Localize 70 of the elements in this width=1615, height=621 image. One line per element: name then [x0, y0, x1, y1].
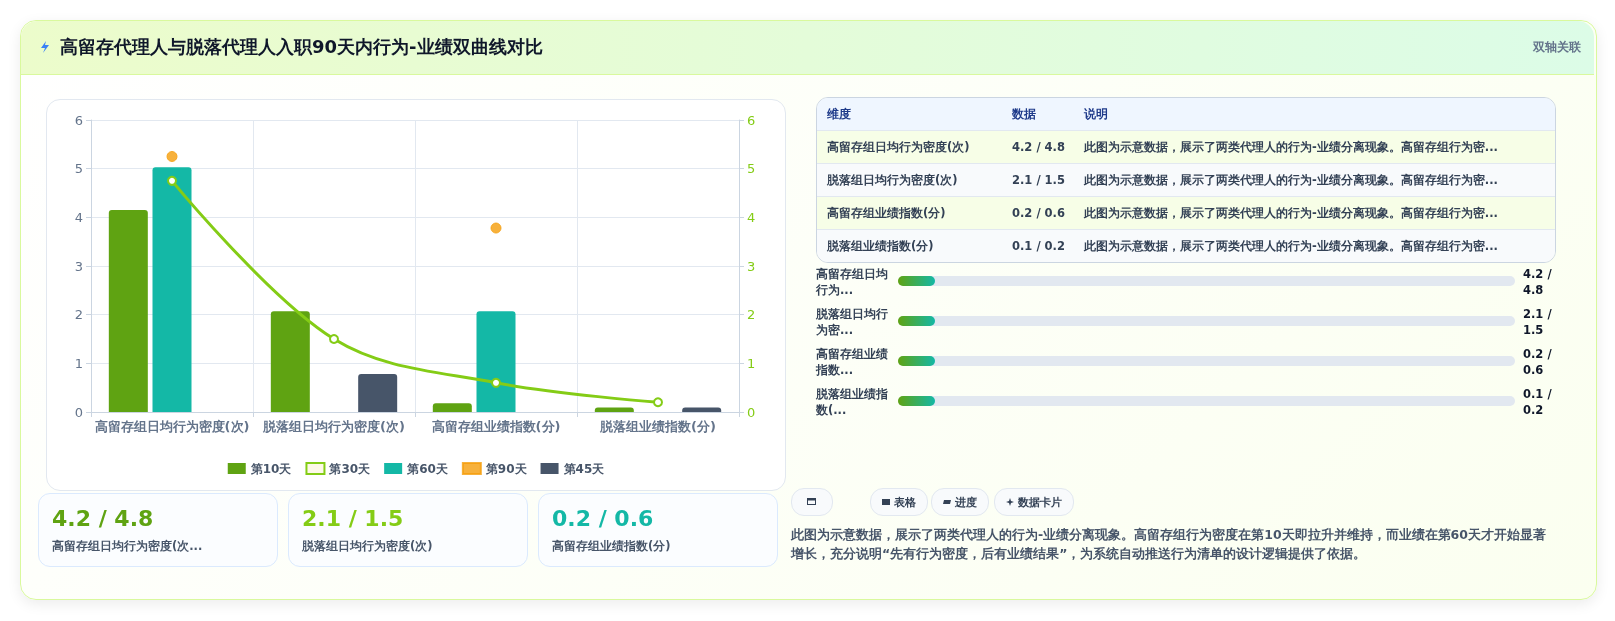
text: 2.1 / 1.5 [1012, 173, 1066, 187]
bar [152, 167, 192, 412]
y2-tick-label: 0 [747, 404, 756, 420]
legend-label: 第10天 [249, 461, 293, 476]
y2-tick-label: 2 [747, 307, 756, 323]
text: 此图为示意数据，展示了两类代理人的行为-业绩分离现象。高留存组行为密... [1084, 205, 1499, 221]
text: 脱落组日均行为密... [816, 306, 889, 338]
text: 高留存组日均行为密度(次... [52, 539, 203, 554]
bar [594, 407, 634, 412]
text: 高留存组日均行为密度(次) [826, 139, 971, 155]
text: 4.2 / 4.8 [52, 506, 154, 531]
y2-tick-label: 6 [747, 112, 756, 128]
point [167, 175, 177, 186]
bar [270, 311, 310, 412]
text: 2.1 / 1.5 [1523, 306, 1553, 338]
text: 进度 [955, 494, 977, 510]
text: 数据卡片 [1018, 494, 1062, 510]
y2-tick-label: 4 [747, 209, 756, 225]
legend-label: 第45天 [562, 461, 606, 476]
y2-tick-label: 3 [747, 258, 756, 274]
text: 数据 [1012, 106, 1037, 122]
text: 此图为示意数据，展示了两类代理人的行为-业绩分离现象。高留存组行为密... [1084, 172, 1499, 188]
legend-label: 第30天 [328, 461, 372, 476]
text: 维度 [826, 106, 852, 122]
text: 4.2 / 4.8 [1012, 140, 1066, 154]
text: 此图为示意数据，展示了两类代理人的行为-业绩分离现象。高留存组行为密度在第10天即拉升并维持，而业绩在第60天才开始显著增长，充分说明“先有行为密度，后有业绩结果”，为系统自动推送行为清单的设计逻辑提供了依据。 [791, 527, 1546, 561]
x-tick-label: 脱落组业绩指数(分) [599, 419, 716, 434]
y-tick-label: 1 [74, 355, 83, 371]
y-tick-label: 0 [74, 404, 83, 420]
y2-tick-label: 1 [747, 355, 756, 371]
text: 0.1 / 0.2 [1012, 239, 1066, 253]
text: 此图为示意数据，展示了两类代理人的行为-业绩分离现象。高留存组行为密... [1084, 139, 1499, 155]
point [491, 377, 501, 388]
y-tick-label: 5 [74, 161, 83, 177]
bar [476, 311, 516, 412]
text: 高留存组业绩指数(分) [552, 539, 671, 554]
bar [432, 403, 472, 412]
y2-tick-label: 5 [747, 161, 756, 177]
bar [682, 407, 722, 412]
x-tick-label: 高留存组日均行为密度(次) [94, 419, 250, 434]
text: 脱落组日均行为密度(次) [302, 539, 433, 554]
x-tick-label: 脱落组日均行为密度(次) [262, 419, 405, 434]
text: 高留存组业绩指数... [816, 346, 889, 378]
legend-label: 第60天 [406, 461, 449, 476]
text: 4.2 / 4.8 [1523, 266, 1553, 298]
text: 0.2 / 0.6 [552, 506, 654, 531]
bar [108, 210, 148, 412]
point [329, 334, 339, 344]
y-tick-label: 4 [74, 209, 83, 225]
y-tick-label: 6 [74, 112, 83, 128]
text: 0.2 / 0.6 [1523, 346, 1553, 378]
text: 双轴关联 [1533, 39, 1581, 56]
text: 2.1 / 1.5 [302, 506, 404, 531]
chart-title: 高留存代理人与脱落代理人入职90天内行为-业绩双曲线对比 [60, 35, 543, 59]
text: 此图为示意数据，展示了两类代理人的行为-业绩分离现象。高留存组行为密... [1084, 238, 1499, 254]
point [653, 397, 663, 408]
text: 说明 [1084, 106, 1109, 122]
text: 脱落组业绩指数(... [816, 386, 889, 418]
legend-label: 第90天 [484, 461, 528, 476]
text: 脱落组业绩指数(分) [826, 238, 935, 254]
text: 0.2 / 0.6 [1012, 206, 1066, 220]
text: 脱落组日均行为密度(次) [826, 172, 959, 188]
text: 高留存组业绩指数(分) [826, 205, 947, 221]
text: 表格 [894, 494, 916, 510]
x-tick-label: 高留存组业绩指数(分) [431, 419, 561, 434]
bar [358, 374, 398, 412]
y-tick-label: 2 [74, 307, 83, 323]
text: 0.1 / 0.2 [1523, 386, 1553, 418]
y-tick-label: 3 [74, 258, 83, 274]
text: 高留存组日均行为... [816, 266, 889, 298]
